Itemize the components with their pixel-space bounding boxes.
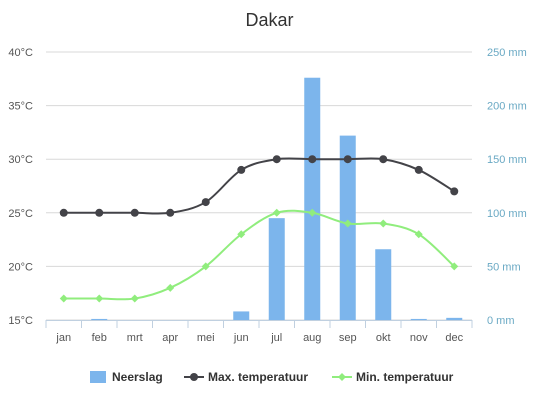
bar xyxy=(339,135,356,320)
legend-label: Min. temperatuur xyxy=(356,370,454,384)
legend-label: Neerslag xyxy=(112,370,163,384)
data-point xyxy=(237,165,246,174)
data-point xyxy=(272,155,281,164)
bar-series xyxy=(91,77,463,320)
y-left-tick-label: 40°C xyxy=(8,47,33,59)
series-line xyxy=(63,209,455,301)
x-tick-label: apr xyxy=(162,332,178,344)
x-tick-label: jan xyxy=(55,332,71,344)
data-point xyxy=(166,283,175,292)
data-point xyxy=(95,208,104,217)
data-point xyxy=(308,208,317,217)
grid-lines xyxy=(46,51,472,321)
legend-item[interactable]: Min. temperatuur xyxy=(332,370,454,384)
data-point xyxy=(95,294,104,303)
data-point xyxy=(130,294,139,303)
data-point xyxy=(166,208,175,217)
y-right-tick-label: 150 mm xyxy=(487,154,527,166)
legend-item[interactable]: Neerslag xyxy=(90,370,163,384)
bar xyxy=(446,317,463,320)
y-left-tick-label: 25°C xyxy=(8,208,33,220)
data-point xyxy=(450,187,459,196)
legend-swatch xyxy=(90,371,106,383)
data-point xyxy=(414,230,423,239)
legend[interactable]: Neerslag Max. temperatuur Min. temperatuur xyxy=(90,370,454,384)
data-point xyxy=(343,219,352,228)
x-tick-label: dec xyxy=(445,332,463,344)
x-tick-label: jun xyxy=(233,332,249,344)
y-right-tick-label: 100 mm xyxy=(487,208,527,220)
legend-marker xyxy=(190,373,198,381)
bar xyxy=(375,249,392,320)
data-point xyxy=(201,262,210,271)
data-point xyxy=(130,208,139,217)
x-tick-label: sep xyxy=(339,332,357,344)
chart-title: Dakar xyxy=(245,10,293,30)
data-point xyxy=(59,208,68,217)
legend-label: Max. temperatuur xyxy=(208,370,308,384)
y-right-tick-label: 250 mm xyxy=(487,47,527,59)
x-tick-label: jul xyxy=(270,332,282,344)
data-point xyxy=(414,165,423,174)
y-right-tick-label: 200 mm xyxy=(487,101,527,113)
y-left-tick-label: 35°C xyxy=(8,101,33,113)
data-point xyxy=(379,219,388,228)
line-series xyxy=(59,155,459,303)
bar xyxy=(410,318,427,320)
bar xyxy=(91,318,108,320)
legend-item[interactable]: Max. temperatuur xyxy=(184,370,308,384)
data-point xyxy=(343,155,352,164)
bar xyxy=(304,77,321,320)
data-point xyxy=(237,230,246,239)
data-point xyxy=(201,198,210,207)
y-left-tick-label: 30°C xyxy=(8,154,33,166)
y-right-tick-label: 50 mm xyxy=(487,261,521,273)
series-line xyxy=(63,157,455,215)
data-point xyxy=(59,294,68,303)
legend-marker xyxy=(338,373,346,381)
x-tick-label: mrt xyxy=(127,332,143,344)
y-left-tick-label: 20°C xyxy=(8,261,33,273)
x-tick-label: nov xyxy=(410,332,428,344)
y-left-tick-label: 15°C xyxy=(8,315,33,327)
bar xyxy=(268,218,285,320)
data-point xyxy=(379,155,388,164)
data-point xyxy=(272,208,281,217)
x-tick-label: okt xyxy=(376,332,391,344)
data-point xyxy=(450,262,459,271)
x-tick-label: feb xyxy=(92,332,107,344)
x-tick-label: mei xyxy=(197,332,215,344)
data-point xyxy=(308,155,317,164)
x-tick-label: aug xyxy=(303,332,321,344)
axes: 15°C 20°C 25°C 30°C 35°C 40°C 0 mm 50 mm 100 mm 1… xyxy=(8,47,526,344)
bar xyxy=(233,311,250,320)
y-right-tick-label: 0 mm xyxy=(487,315,515,327)
